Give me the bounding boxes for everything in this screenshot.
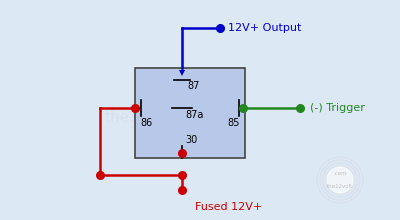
Text: 87: 87: [187, 81, 199, 91]
Text: 12V+ Output: 12V+ Output: [228, 23, 301, 33]
Text: .com: .com: [333, 171, 347, 176]
Text: (-) Trigger: (-) Trigger: [310, 103, 365, 113]
Text: 30: 30: [185, 135, 197, 145]
Circle shape: [327, 167, 353, 193]
Text: the12volt: the12volt: [327, 184, 353, 189]
Bar: [135, 68, 245, 158]
Text: 87a: 87a: [185, 110, 203, 120]
Text: 85: 85: [227, 118, 239, 128]
Text: the12volt.com: the12volt.com: [105, 110, 215, 125]
Text: Fused 12V+: Fused 12V+: [195, 202, 262, 212]
Text: 86: 86: [140, 118, 152, 128]
